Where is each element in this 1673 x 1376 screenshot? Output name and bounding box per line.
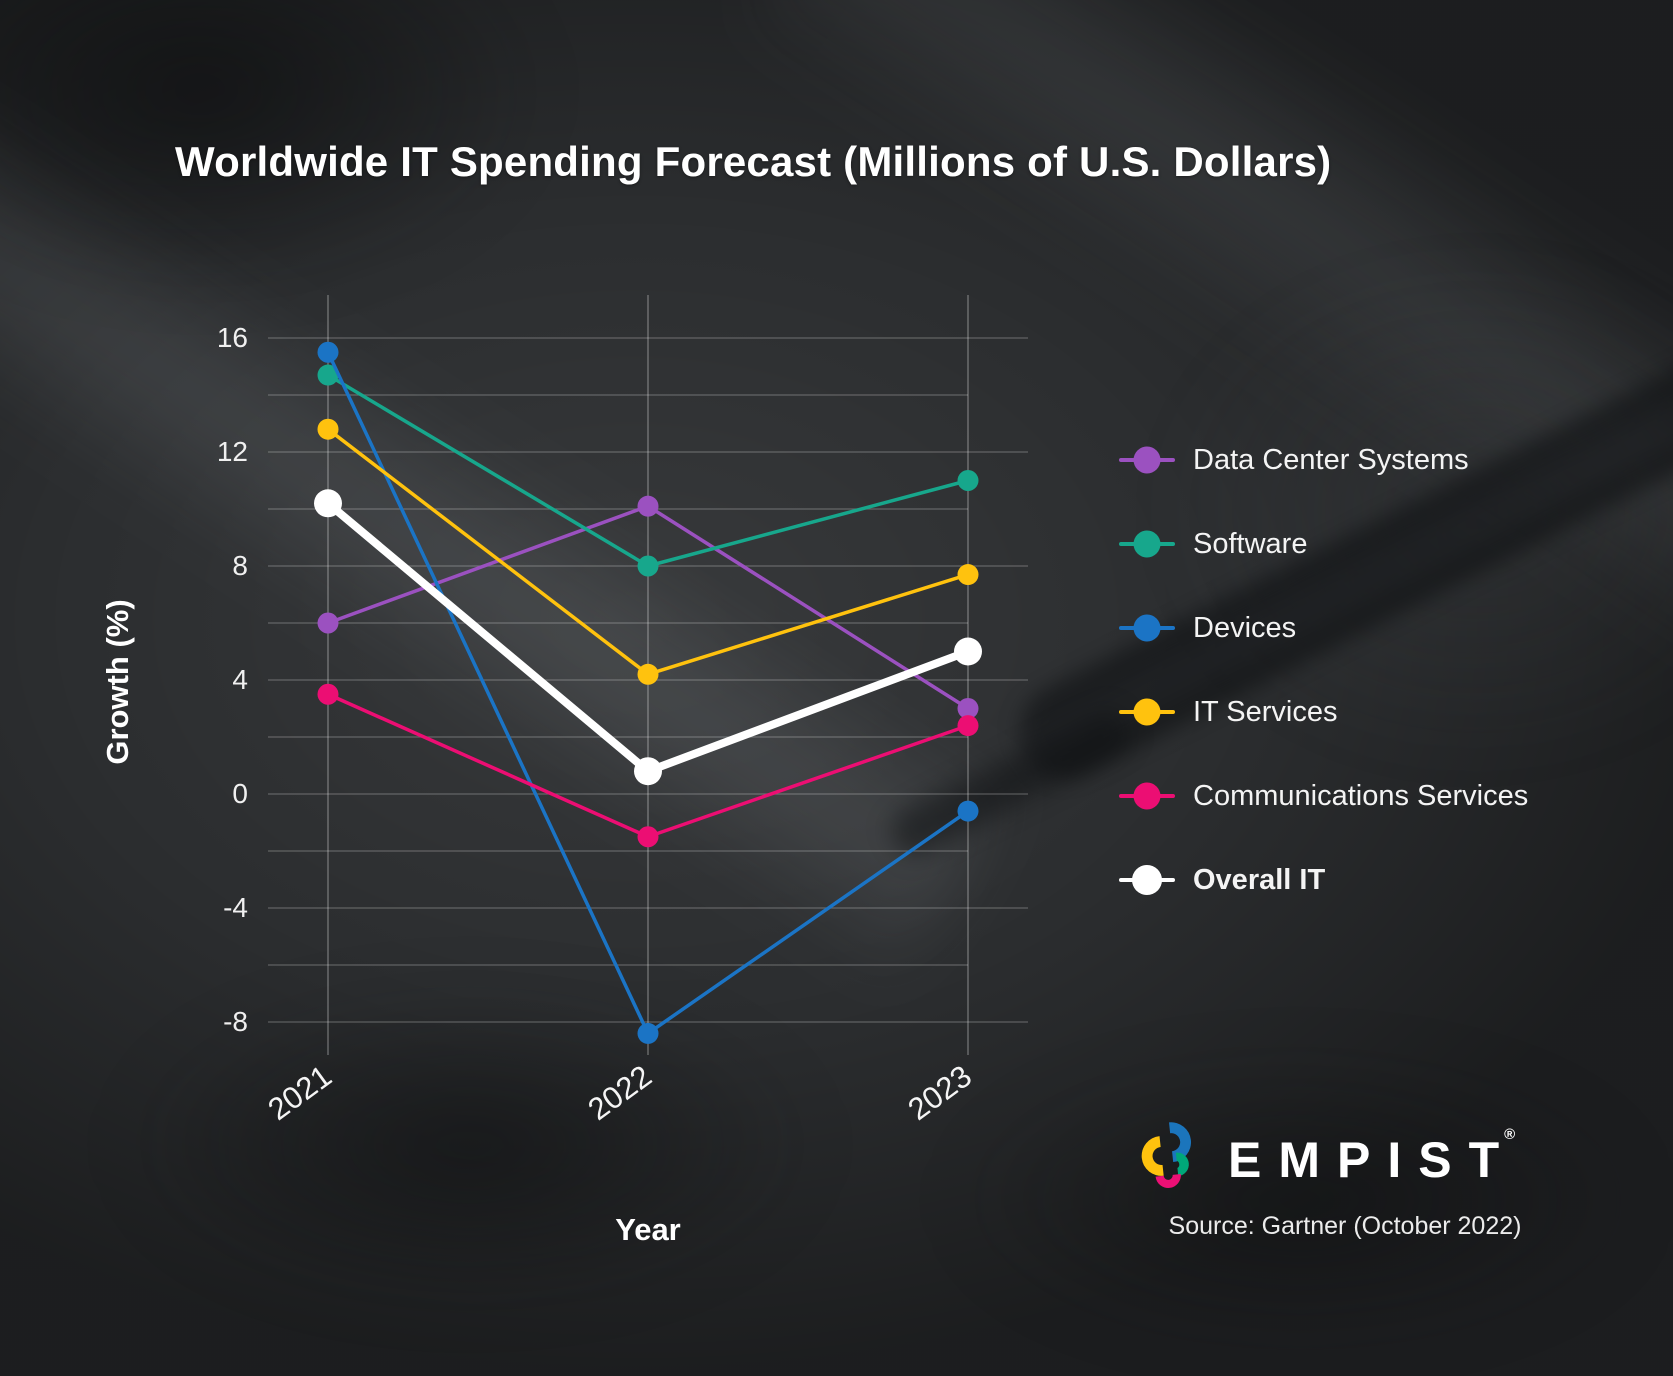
legend-marker-devices: [1119, 612, 1175, 644]
data-point-data-center-systems-2023: [957, 698, 979, 719]
data-point-it-services-2023: [957, 564, 979, 586]
data-point-communications-services-2022: [637, 826, 659, 848]
legend-label-communications-services: Communications Services: [1193, 779, 1529, 812]
y-tick-label-12: 12: [216, 436, 248, 467]
legend-marker-overall-it: [1119, 864, 1175, 896]
legend-marker-software: [1119, 528, 1175, 560]
y-tick-label-8: 8: [232, 550, 248, 581]
legend-marker-it-services: [1119, 696, 1175, 728]
data-point-software-2022: [637, 555, 659, 577]
y-tick-label-16: 16: [216, 322, 248, 353]
data-point-devices-2023: [957, 800, 979, 822]
legend-label-data-center-systems: Data Center Systems: [1193, 443, 1469, 476]
y-tick-label--4: -4: [223, 892, 248, 923]
empist-logo-icon: [1141, 1122, 1192, 1188]
y-axis-title: Growth (%): [100, 599, 135, 765]
legend-label-it-services: IT Services: [1193, 695, 1338, 728]
data-point-data-center-systems-2022: [637, 495, 659, 517]
brand-lockup: EMPIST®: [1140, 1118, 1515, 1196]
y-tick-label-4: 4: [232, 664, 248, 695]
brand-wordmark: EMPIST®: [1228, 1125, 1517, 1188]
data-point-it-services-2022: [637, 663, 659, 685]
data-point-software-2023: [957, 470, 979, 491]
legend-marker-communications-services: [1119, 780, 1175, 812]
legend-label-devices: Devices: [1193, 611, 1297, 644]
legend-label-overall-it: Overall IT: [1193, 863, 1326, 896]
y-tick-label-0: 0: [232, 778, 248, 809]
legend-item-devices: Devices: [1119, 608, 1296, 648]
legend-label-software: Software: [1193, 527, 1308, 560]
data-point-overall-it-2023: [954, 637, 982, 666]
legend-item-data-center-systems: Data Center Systems: [1119, 440, 1469, 480]
x-axis-title: Year: [615, 1212, 681, 1247]
legend-marker-data-center-systems: [1119, 444, 1175, 476]
legend-item-overall-it: Overall IT: [1119, 860, 1325, 900]
data-point-data-center-systems-2021: [317, 612, 339, 634]
legend-item-software: Software: [1119, 524, 1307, 564]
data-point-communications-services-2021: [317, 683, 339, 705]
data-point-software-2021: [317, 364, 339, 386]
data-point-overall-it-2022: [634, 757, 662, 786]
y-tick-label--8: -8: [223, 1006, 248, 1037]
data-point-devices-2021: [317, 341, 339, 363]
source-attribution: Source: Gartner (October 2022): [1168, 1212, 1522, 1240]
registered-mark: ®: [1504, 1125, 1516, 1143]
data-point-overall-it-2021: [314, 489, 342, 518]
legend-item-it-services: IT Services: [1119, 692, 1338, 732]
data-point-communications-services-2023: [957, 715, 979, 737]
chart-title: Worldwide IT Spending Forecast (Millions…: [175, 138, 1332, 185]
data-point-it-services-2021: [317, 418, 339, 440]
legend-item-communications-services: Communications Services: [1119, 776, 1528, 816]
data-point-devices-2022: [637, 1022, 659, 1044]
